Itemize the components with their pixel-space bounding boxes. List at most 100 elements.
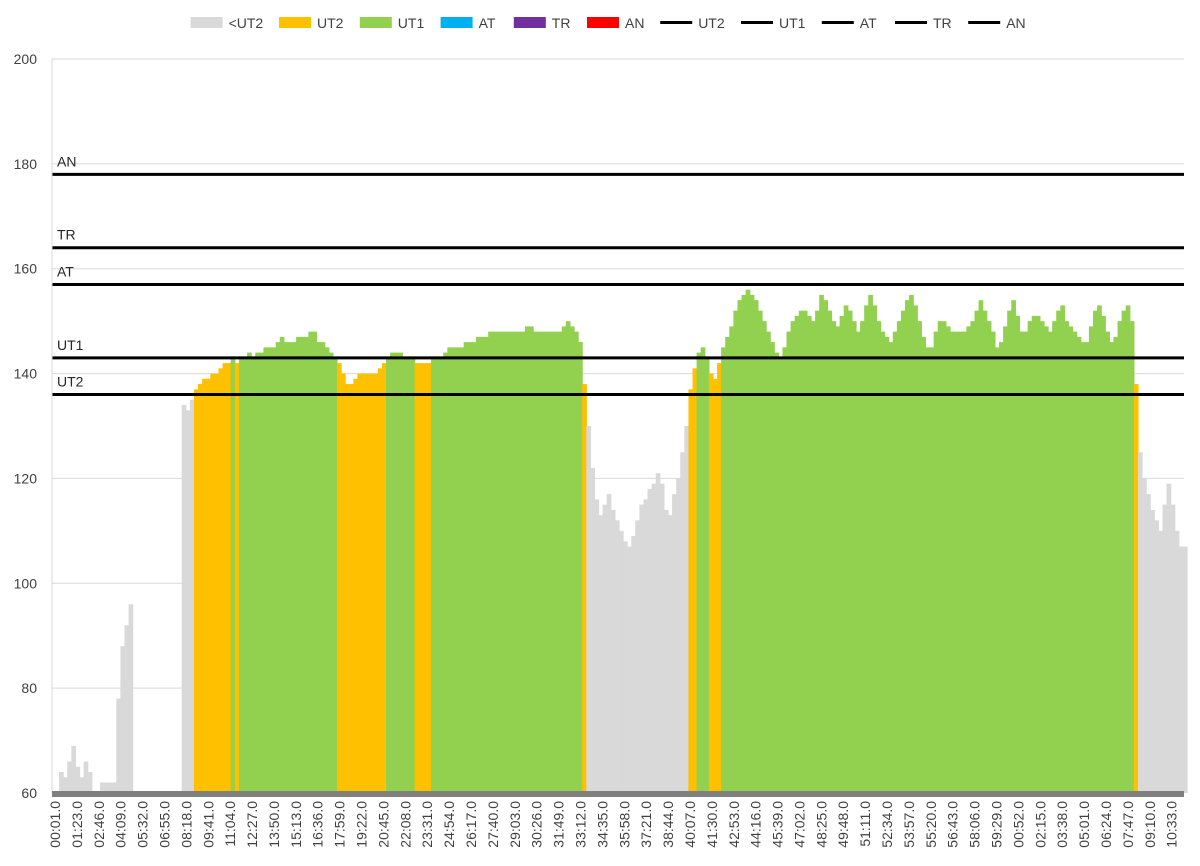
hr-bar [978, 300, 984, 793]
hr-bar [435, 357, 440, 793]
x-tick-label: 38:44.0 [660, 801, 676, 848]
hr-bar [475, 336, 481, 793]
legend-swatch [440, 17, 473, 28]
hr-bar [430, 357, 436, 793]
hr-bar [868, 294, 873, 793]
hr-bar [1097, 305, 1102, 793]
hr-bar [712, 378, 718, 793]
hr-bar [1080, 342, 1086, 793]
hr-bar [296, 336, 301, 793]
hr-bar [324, 347, 330, 793]
hr-bar [1088, 326, 1094, 793]
x-tick-label: 30:26.0 [529, 801, 545, 848]
hr-bar [949, 331, 955, 793]
hr-bar [655, 473, 661, 793]
hr-bar [721, 347, 726, 793]
hr-bar [1031, 315, 1037, 793]
x-tick-label: 20:45.0 [375, 801, 391, 848]
hr-bar [1125, 305, 1131, 793]
legend-label: UT2 [317, 15, 344, 31]
hr-bar [67, 761, 72, 793]
hr-bar [279, 336, 285, 793]
hr-bar [1048, 331, 1053, 793]
hr-bar [651, 483, 657, 793]
hr-bar [287, 342, 293, 793]
hr-bar [312, 331, 318, 793]
hr-bar [373, 373, 379, 793]
hr-bar [790, 321, 796, 793]
hr-bar [582, 384, 587, 793]
hr-bar [782, 347, 788, 793]
hr-bar [1039, 321, 1045, 793]
x-tick-label: 48:25.0 [813, 801, 829, 848]
chart-legend: <UT2 UT2 UT1 AT TR AN UT2 UT1 AT TR AN [190, 15, 1026, 31]
hr-bar [247, 352, 252, 793]
hr-bar [688, 389, 694, 793]
hr-bar [725, 336, 730, 793]
hr-bar [770, 342, 775, 793]
x-tick-label: 31:49.0 [551, 801, 567, 848]
hr-bar [87, 772, 93, 793]
hr-bar [1137, 452, 1143, 793]
legend-item: UT2 [279, 15, 344, 31]
hr-bar [108, 782, 113, 793]
y-axis-tick-labels: 60 80 100 120 140 160 180 200 [14, 51, 38, 801]
hr-bar [238, 357, 244, 793]
x-tick-label: 41:30.0 [704, 801, 720, 848]
chart-axes [51, 59, 1184, 797]
y-tick-label: 120 [14, 470, 38, 486]
hr-bar [275, 342, 281, 793]
hr-bar [1007, 310, 1012, 793]
hr-bar [459, 347, 465, 793]
hr-bar [880, 331, 886, 793]
x-tick-label: 58:06.0 [967, 801, 983, 848]
x-tick-label: 42:53.0 [726, 801, 742, 848]
hr-bar [418, 363, 424, 793]
hr-bar [361, 373, 367, 793]
hr-bar [1142, 478, 1147, 793]
x-tick-label: 59:29.0 [989, 801, 1005, 848]
hr-bar [618, 530, 624, 793]
hr-bar [484, 336, 489, 793]
hr-bar [933, 331, 939, 793]
hr-bar [549, 331, 555, 793]
hr-bar [1035, 315, 1041, 793]
legend-item: AN [968, 15, 1026, 31]
hr-bar [1084, 342, 1090, 793]
hr-bar [353, 378, 359, 793]
hr-bar [104, 782, 109, 793]
hr-bar [994, 347, 1000, 793]
hr-bar [864, 305, 869, 793]
hr-bar [402, 357, 408, 793]
hr-bar [635, 520, 640, 793]
hr-bar [962, 331, 967, 793]
hr-bar [757, 310, 763, 793]
x-tick-label: 16:36.0 [310, 801, 326, 848]
hr-bar [1182, 546, 1188, 793]
hr-bar [537, 331, 542, 793]
hr-bar [185, 410, 191, 793]
x-axis-tick-labels: 00:01.0 01:23.0 02:46.0 04:09.0 05:32.0 06:55… [47, 801, 1180, 848]
hr-bar [668, 515, 673, 793]
hr-bar [929, 347, 935, 793]
x-tick-label: 04:09.0 [113, 801, 129, 848]
hr-bar [806, 315, 812, 793]
hr-bar [590, 467, 596, 793]
x-tick-label: 19:22.0 [354, 801, 370, 848]
hr-bar [708, 373, 714, 793]
x-tick-label: 24:54.0 [441, 801, 457, 848]
hr-bar [913, 305, 918, 793]
hr-bar [488, 331, 493, 793]
hr-bar [59, 772, 64, 793]
hr-bar [917, 321, 922, 793]
hr-bar [970, 321, 976, 793]
legend-swatch [190, 17, 223, 28]
hr-bar [1105, 331, 1110, 793]
hr-bar [627, 546, 632, 793]
legend-item: AN [587, 15, 644, 31]
x-axis-baseline [52, 791, 1184, 797]
legend-label: AN [1006, 15, 1025, 31]
hr-bar [222, 363, 228, 793]
legend-item: TR [513, 15, 570, 31]
hr-bar [524, 326, 530, 793]
